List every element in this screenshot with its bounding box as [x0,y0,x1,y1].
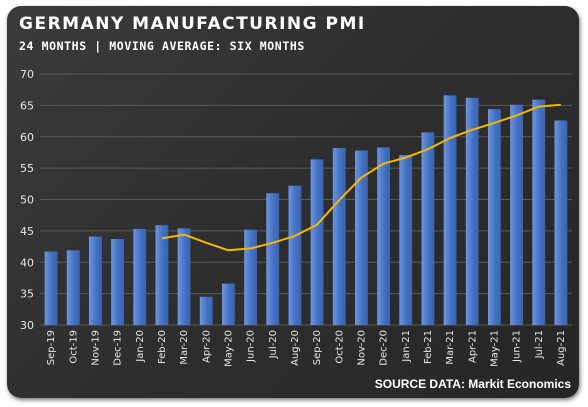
x-tick-label: Jan-21 [401,330,412,363]
x-tick-label: Sep-20 [312,330,323,365]
bar [532,99,546,325]
y-tick-label: 40 [20,256,34,269]
bar [332,148,346,325]
x-tick-label: Jan-20 [135,330,146,363]
chart-title: GERMANY MANUFACTURING PMI [19,14,366,34]
bar [44,251,58,325]
x-tick-label: Aug-20 [290,330,301,366]
x-tick-label: Dec-20 [379,330,390,366]
moving-average-line [161,103,561,252]
bar [421,132,435,325]
bar [377,147,391,325]
bar [266,193,280,325]
bar [288,185,302,325]
source-note: SOURCE DATA: Markit Economics [374,377,571,391]
x-tick-label: Feb-21 [423,330,434,364]
x-tick-label: Mar-20 [179,330,190,365]
y-tick-label: 70 [20,68,34,81]
y-tick-label: 45 [20,225,34,238]
bar [465,97,479,325]
x-tick-label: Oct-19 [68,330,79,364]
x-tick-label: Nov-19 [90,330,101,366]
bar [443,95,457,326]
x-tick-label: Mar-21 [445,330,456,365]
x-tick-label: Apr-21 [467,330,478,363]
bar [244,229,258,325]
y-tick-label: 30 [20,319,34,332]
x-tick-label: Sep-19 [46,330,57,365]
bar [554,120,568,325]
x-tick-label: Jul-20 [268,330,279,359]
bar [221,283,235,325]
x-tick-label: Feb-20 [157,330,168,364]
x-tick-label: Nov-20 [356,330,367,366]
y-tick-label: 55 [20,162,34,175]
bar [66,250,80,325]
bar [88,236,102,325]
bar [310,159,324,325]
x-tick-label: Jun-21 [512,330,523,363]
chart-subtitle: 24 MONTHS | MOVING AVERAGE: SIX MONTHS [19,39,305,53]
chart-card: GERMANY MANUFACTURING PMI 24 MONTHS | MO… [7,6,579,398]
x-tick-label: Oct-20 [334,330,345,364]
x-tick-label: Jul-21 [534,330,545,359]
x-tick-label: Apr-20 [201,330,212,363]
bar [199,296,213,325]
y-tick-label: 65 [20,99,34,112]
y-tick-label: 60 [20,131,34,144]
x-tick-label: Dec-19 [113,330,124,366]
y-tick-label: 35 [20,288,34,301]
bar [111,239,125,325]
bar [177,228,191,325]
bar [133,228,147,325]
bar [354,150,368,325]
x-tick-label: Aug-21 [556,330,567,366]
bar [510,104,524,325]
x-tick-label: May-20 [223,330,234,367]
bar [487,109,501,325]
x-tick-label: Jun-20 [246,330,257,363]
y-tick-label: 50 [20,194,34,207]
bar [399,154,413,325]
chart-plot: 30 35 40 45 50 55 60 65 70 Sep-19 Oct-19 Nov-19 Dec-… [20,68,572,367]
x-tick-label: May-21 [489,330,500,367]
bar [155,225,169,325]
